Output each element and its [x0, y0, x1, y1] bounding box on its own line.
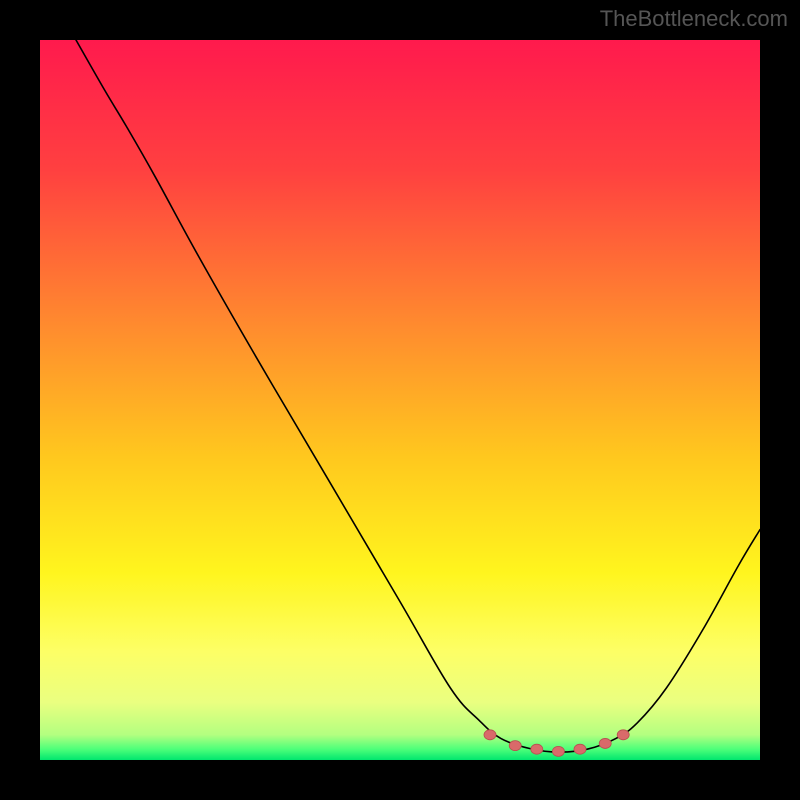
chart-container: TheBottleneck.com	[0, 0, 800, 800]
plot-area	[40, 40, 760, 760]
curve-marker	[531, 744, 543, 754]
marker-group	[484, 730, 629, 757]
watermark-label: TheBottleneck.com	[600, 6, 788, 32]
curve-marker	[574, 744, 586, 754]
curve-marker	[599, 738, 611, 748]
curve-marker	[617, 730, 629, 740]
curve-marker	[484, 730, 496, 740]
bottleneck-curve	[76, 40, 760, 752]
curve-overlay	[40, 40, 760, 760]
curve-marker	[509, 741, 521, 751]
curve-marker	[552, 746, 564, 756]
